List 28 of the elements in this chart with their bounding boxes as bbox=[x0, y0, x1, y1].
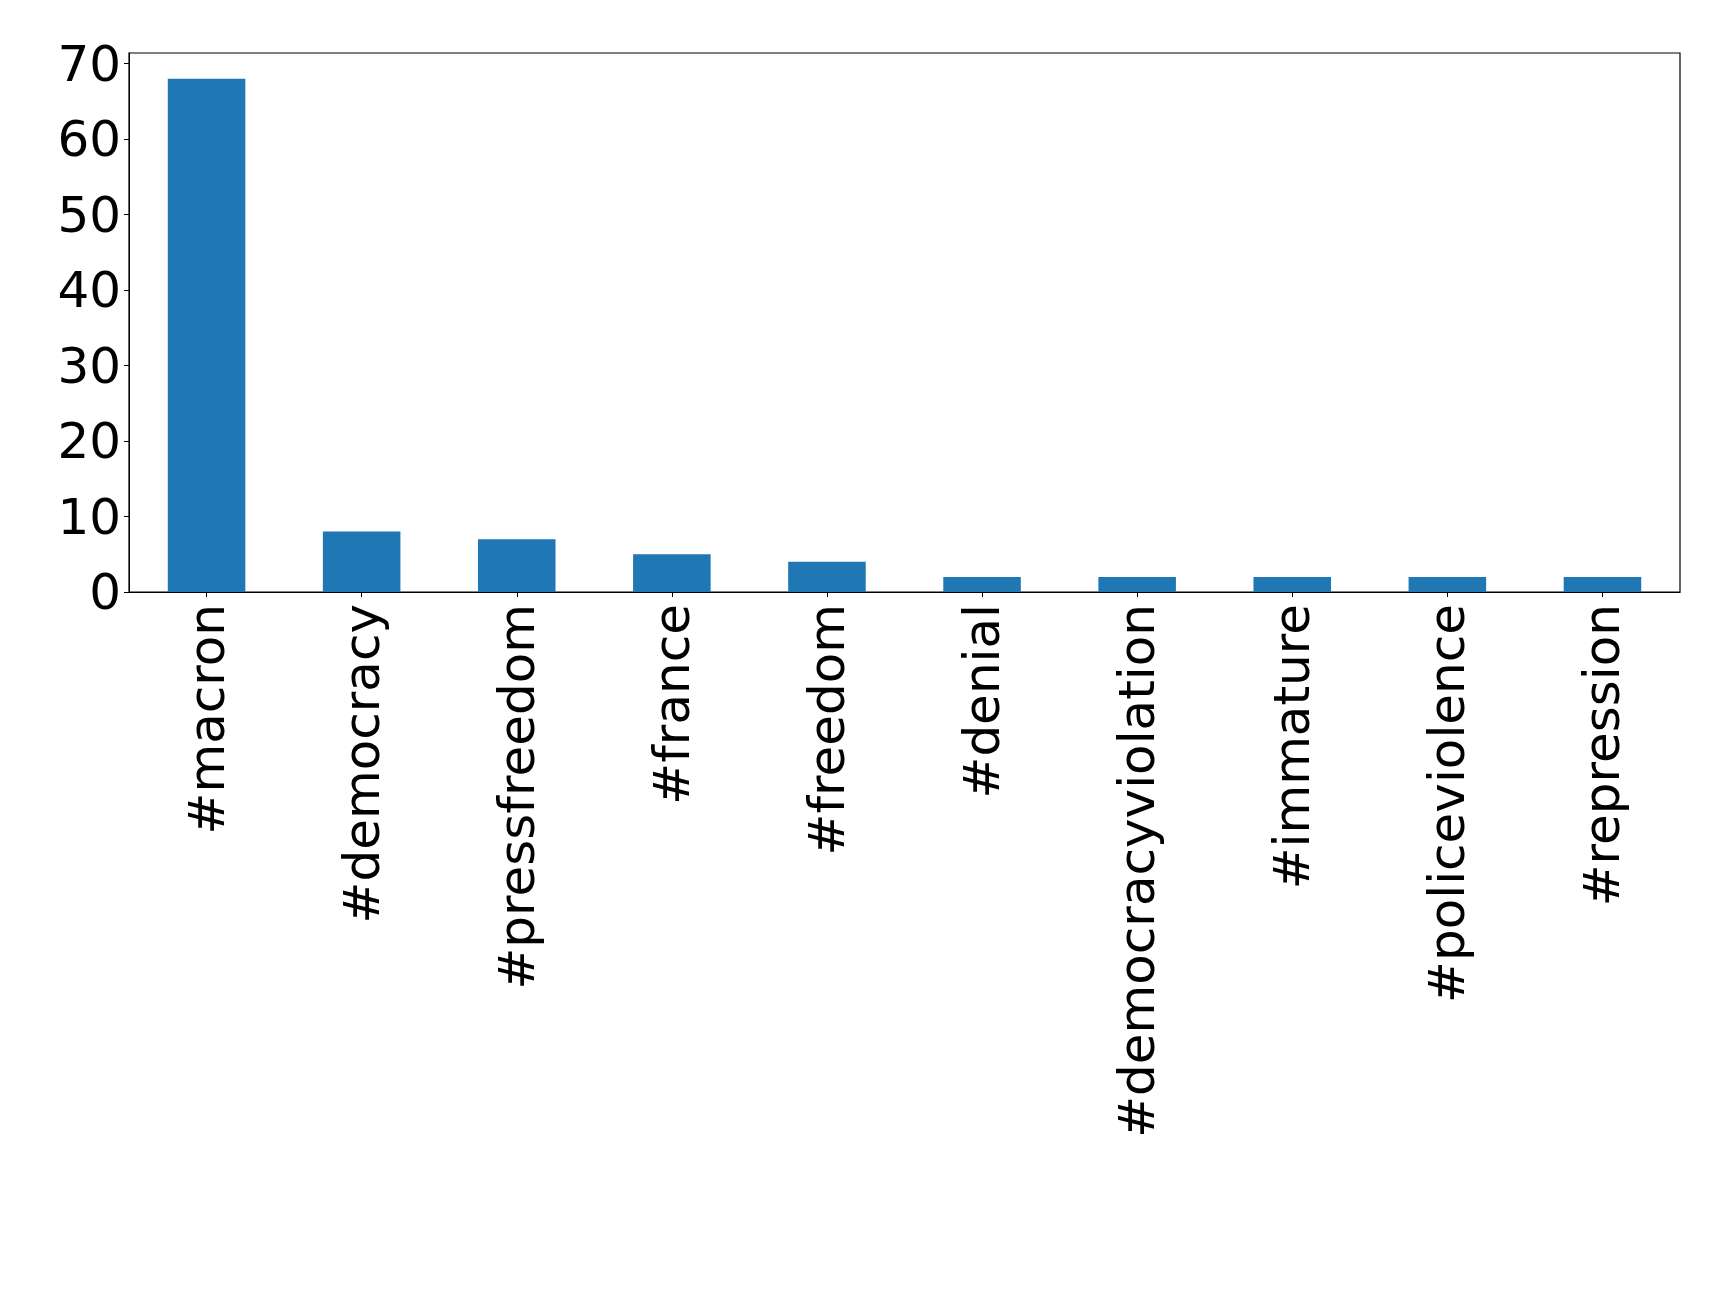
bar bbox=[633, 554, 711, 592]
y-tick-label: 0 bbox=[89, 563, 121, 621]
x-tick-label: #pressfreedom bbox=[487, 604, 546, 990]
y-tick-label: 70 bbox=[57, 34, 121, 93]
x-tick-label: #macron bbox=[177, 604, 236, 835]
y-tick-label: 50 bbox=[57, 185, 121, 244]
y-tick-label: 10 bbox=[57, 487, 121, 546]
x-tick-label: #immature bbox=[1263, 604, 1322, 890]
bar bbox=[943, 576, 1021, 592]
bar bbox=[1253, 576, 1332, 592]
x-tick-label: #democracyviolation bbox=[1108, 604, 1167, 1138]
bar bbox=[1098, 576, 1176, 592]
bar bbox=[788, 561, 866, 592]
bar bbox=[477, 539, 556, 592]
x-tick-label: #france bbox=[642, 604, 701, 805]
bar bbox=[167, 78, 246, 592]
bar bbox=[322, 531, 401, 592]
x-tick-label: #denial bbox=[953, 604, 1012, 799]
bar bbox=[1563, 576, 1642, 592]
y-tick-label: 60 bbox=[57, 110, 121, 169]
y-tick-label: 40 bbox=[57, 261, 121, 320]
x-tick-label: #democracy bbox=[332, 604, 391, 924]
x-tick-label: #repression bbox=[1573, 604, 1632, 907]
x-tick-label: #policeviolence bbox=[1418, 604, 1477, 1003]
y-tick-label: 20 bbox=[57, 412, 121, 471]
x-tick-label: #freedom bbox=[797, 604, 856, 856]
y-tick-label: 30 bbox=[57, 336, 121, 395]
bar bbox=[1408, 576, 1487, 592]
